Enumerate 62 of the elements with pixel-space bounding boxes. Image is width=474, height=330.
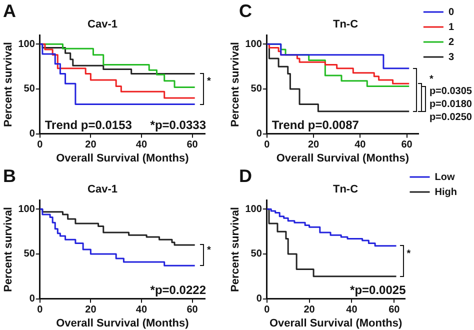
y-axis-title: Percent survival bbox=[2, 42, 15, 127]
x-tick-label: 40 bbox=[354, 140, 366, 151]
annotation: *p=0.0025 bbox=[350, 282, 406, 297]
y-tick-label: 50 bbox=[250, 84, 262, 95]
y-tick-label: 0 bbox=[256, 128, 262, 140]
text: A bbox=[3, 1, 16, 21]
x-tick-label: 60 bbox=[186, 140, 198, 151]
x-tick-label: 40 bbox=[136, 304, 148, 316]
x-tick-label: 40 bbox=[346, 304, 358, 316]
annotation: *p=0.0222 bbox=[150, 282, 206, 297]
text: * bbox=[406, 248, 411, 260]
chart-title: Tn-C bbox=[332, 184, 358, 196]
chart-title: Tn-C bbox=[332, 18, 358, 31]
x-axis-title: Overall Survival (Months) bbox=[56, 152, 190, 164]
y-tick-label: 100 bbox=[245, 38, 262, 50]
y-axis-title: Percent survival bbox=[230, 207, 242, 292]
x-tick-label: 0 bbox=[264, 304, 270, 316]
x-tick-label: 0 bbox=[37, 304, 44, 316]
x-tick-label: 20 bbox=[85, 140, 97, 151]
annotation: *p=0.0333 bbox=[150, 118, 206, 132]
chart-title: Cav-1 bbox=[88, 18, 118, 31]
annotation: Trend p=0.0087 bbox=[272, 118, 360, 132]
text: * bbox=[207, 244, 211, 256]
x-axis-title: Overall Survival (Months) bbox=[56, 317, 190, 330]
y-tick-label: 50 bbox=[24, 248, 36, 260]
text: * bbox=[429, 74, 434, 85]
x-tick-label: 40 bbox=[136, 140, 148, 151]
legend-label: High bbox=[434, 186, 457, 198]
y-tick-label: 0 bbox=[29, 128, 36, 140]
x-tick-label: 60 bbox=[401, 140, 413, 151]
y-tick-label: 100 bbox=[18, 38, 36, 50]
y-tick-label: 50 bbox=[24, 84, 36, 95]
y-tick-label: 50 bbox=[250, 248, 262, 260]
text: * bbox=[207, 76, 211, 88]
legend-label: Low bbox=[434, 172, 455, 183]
text: D bbox=[239, 166, 252, 186]
legend-label: 3 bbox=[448, 52, 454, 63]
annotation: Trend p=0.0153 bbox=[44, 118, 132, 132]
legend-label: 1 bbox=[448, 22, 454, 33]
chart-title: Cav-1 bbox=[88, 184, 118, 196]
y-tick-label: 0 bbox=[29, 294, 36, 305]
legend-label: 2 bbox=[448, 36, 454, 48]
legend-label: 0 bbox=[448, 6, 454, 18]
text: p=0.0305 bbox=[429, 86, 472, 97]
text: C bbox=[239, 1, 252, 21]
y-tick-label: 100 bbox=[18, 204, 36, 215]
text: p=0.0250 bbox=[429, 112, 472, 123]
x-tick-label: 20 bbox=[304, 304, 316, 316]
y-tick-label: 100 bbox=[245, 204, 262, 215]
x-tick-label: 20 bbox=[85, 304, 97, 316]
y-axis-title: Percent survival bbox=[230, 42, 242, 127]
y-tick-label: 0 bbox=[256, 294, 262, 305]
text: p=0.0180 bbox=[429, 98, 472, 110]
y-axis-title: Percent survival bbox=[2, 207, 15, 292]
x-tick-label: 0 bbox=[264, 140, 270, 151]
x-tick-label: 60 bbox=[388, 304, 400, 316]
x-tick-label: 20 bbox=[308, 140, 320, 151]
x-axis-title: Overall Survival (Months) bbox=[276, 152, 410, 164]
x-axis-title: Overall Survival (Months) bbox=[269, 317, 402, 330]
x-tick-label: 60 bbox=[186, 304, 198, 316]
x-tick-label: 0 bbox=[37, 140, 44, 151]
text: B bbox=[3, 166, 16, 186]
